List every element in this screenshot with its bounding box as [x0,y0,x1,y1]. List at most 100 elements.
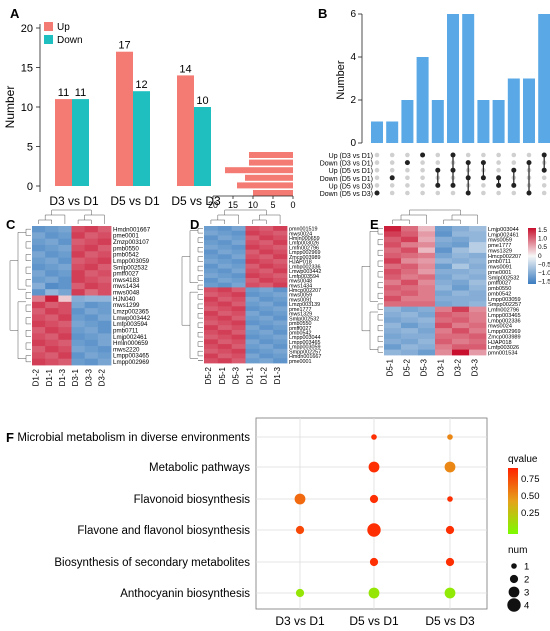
d-dendro-leaf [197,247,203,253]
d-cell [273,329,288,336]
e-cell [418,312,436,318]
d-row-label: Lmbp002336 [289,264,320,270]
d-cell [204,344,219,350]
d-cell [259,306,274,312]
b-set-label: Up (D5 vs D1) [329,168,373,175]
e-cell [418,328,436,334]
e-cell [401,252,419,259]
d-cell [245,311,260,317]
d-cell [217,235,233,241]
e-col-label: D3-3 [471,358,480,376]
d-cell [245,287,260,293]
d-dendro-leaf [197,341,203,347]
e-cell [418,247,436,254]
d-cell [204,311,219,317]
c-row-label: Lmpp003465 [113,353,150,360]
d-cell [245,240,260,246]
d-row-label: pmff0027 [289,326,311,332]
f-bubble [371,434,377,440]
c-cell [84,314,99,322]
e-row-label: mws0024 [488,324,512,330]
e-cell [384,247,402,254]
e-cell [401,349,419,356]
c-cell [32,346,46,353]
b-matrix-dot-filled [541,167,547,173]
c-cell [84,282,99,290]
b-matrix-dot-empty [389,183,395,188]
d-cell [217,348,233,354]
b-matrix-dot-empty [496,190,501,196]
d-dendro-leaf [197,284,203,291]
e-cell [435,242,453,248]
e-row-label: pmb0550 [488,286,511,292]
d-col-label: D5-1 [218,366,227,384]
b-set-size-tick-label: 10 [248,200,258,210]
b-matrix-dot-filled [526,160,532,166]
e-cell [435,312,453,318]
d-cell [273,249,288,255]
d-cell [273,273,288,279]
e-dendro-leaf [377,271,383,278]
e-cell [452,328,470,334]
b-matrix-dot-empty [405,175,410,181]
d-cell [204,301,219,307]
c-cell [71,346,86,353]
d-cell [259,296,274,302]
b-set-size-tick-label: 5 [270,200,275,210]
e-row-label: Lmfn002796 [488,308,519,314]
d-dendro-leaf [197,322,203,328]
d-cell [204,315,219,321]
c-cell [45,301,59,309]
c-cell [45,282,59,290]
e-cell [401,333,419,340]
d-cell [231,263,246,269]
e-cell [452,295,470,302]
e-row-label: pmb0711 [488,259,511,265]
d-cell [245,226,260,232]
c-row-label: HJN040 [113,296,136,303]
c-cell [71,333,86,341]
c-row-label: Hmln000659 [113,340,149,347]
d-cell [259,240,274,246]
e-cell [469,290,487,297]
d-cell [204,282,219,288]
d-col-dendro [224,209,267,215]
c-cell [84,276,99,284]
c-cell [71,251,86,258]
a-bar [72,99,89,186]
b-set-size-bar [249,152,293,158]
c-cell [45,232,59,240]
c-row-label: Lmfp003594 [113,321,148,328]
e-dendro-leaf [377,282,383,289]
b-matrix-dot-empty [496,167,501,173]
c-cell [71,339,86,347]
c-cell [45,314,59,322]
a-data-label: 11 [75,87,86,99]
a-y-axis-label: Number [3,86,17,129]
e-dendro-leaf [377,346,383,353]
b-matrix-dot-filled [389,175,395,181]
c-cell [58,320,72,328]
e-cell [452,274,470,281]
d-cell [204,329,219,336]
d-cell [217,344,233,350]
panel-label-b: B [318,6,327,21]
e-cell [418,322,436,329]
c-cell [71,358,86,366]
e-cell [401,338,419,345]
d-cell [204,296,219,302]
e-cell [384,317,402,324]
d-cell [245,277,260,284]
d-cell [273,311,288,317]
c-cell [45,346,59,353]
d-cell [217,277,233,284]
b-set-size-bar [249,159,293,166]
d-dendro-leaf [197,237,203,243]
e-cell [435,258,453,265]
c-cell [58,333,72,341]
d-row-label: Hmln000659 [289,236,320,242]
e-cell [452,252,470,259]
e-cell [384,236,402,243]
d-cell [217,353,233,359]
f-bubble [445,525,455,535]
